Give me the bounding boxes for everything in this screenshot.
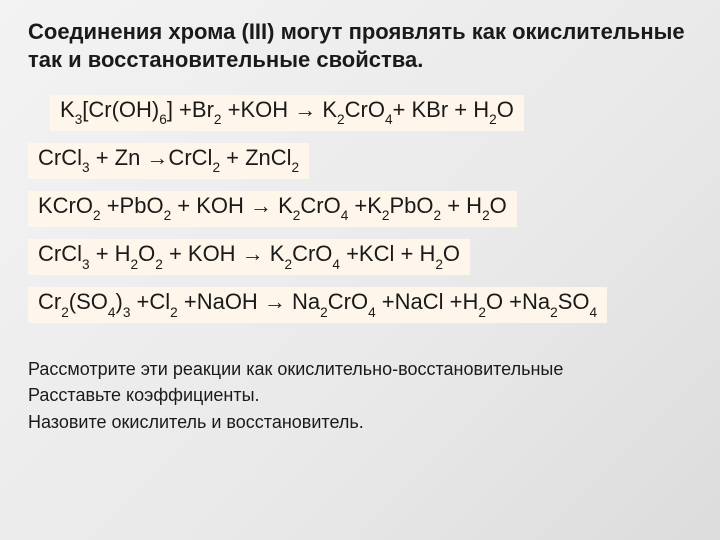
slide-title: Соединения хрома (III) могут проявлять к…: [28, 18, 692, 73]
subscript: 2: [489, 112, 497, 127]
subscript: 3: [82, 257, 90, 272]
equations-block: K3[Cr(OH)6] +Br2 +KOH → K2CrO4+ KBr + H2…: [28, 89, 692, 329]
equation-row: K3[Cr(OH)6] +Br2 +KOH → K2CrO4+ KBr + H2…: [50, 95, 524, 131]
subscript: 3: [82, 160, 90, 175]
subscript: 2: [320, 305, 328, 320]
subscript: 2: [382, 208, 390, 223]
subscript: 2: [482, 208, 490, 223]
task-line: Назовите окислитель и восстановитель.: [28, 410, 692, 434]
subscript: 4: [590, 305, 598, 320]
subscript: 6: [159, 112, 167, 127]
subscript: 2: [131, 257, 139, 272]
subscript: 2: [212, 160, 220, 175]
subscript: 2: [214, 112, 222, 127]
subscript: 4: [108, 305, 116, 320]
equation-row: Cr2(SO4)3 +Cl2 +NaOH → Na2CrO4 +NaCl +H2…: [28, 287, 607, 323]
subscript: 4: [332, 257, 340, 272]
subscript: 3: [75, 112, 83, 127]
subscript: 2: [435, 257, 443, 272]
subscript: 3: [123, 305, 131, 320]
subscript: 2: [434, 208, 442, 223]
equation-row: CrCl3 + Zn →CrCl2 + ZnCl2: [28, 143, 309, 179]
subscript: 2: [478, 305, 486, 320]
tasks-block: Рассмотрите эти реакции как окислительно…: [28, 357, 692, 434]
subscript: 2: [170, 305, 178, 320]
task-line: Расставьте коэффициенты.: [28, 383, 692, 407]
slide: Соединения хрома (III) могут проявлять к…: [0, 0, 720, 540]
subscript: 4: [385, 112, 393, 127]
subscript: 2: [293, 208, 301, 223]
subscript: 2: [155, 257, 163, 272]
equation-row: CrCl3 + H2O2 + KOH → K2CrO4 +KCl + H2O: [28, 239, 470, 275]
subscript: 2: [61, 305, 69, 320]
subscript: 2: [292, 160, 300, 175]
equation-row: KCrO2 +PbO2 + KOH → K2CrO4 +K2PbO2 + H2O: [28, 191, 517, 227]
subscript: 2: [164, 208, 172, 223]
task-line: Рассмотрите эти реакции как окислительно…: [28, 357, 692, 381]
subscript: 4: [368, 305, 376, 320]
subscript: 2: [284, 257, 292, 272]
subscript: 2: [93, 208, 101, 223]
subscript: 4: [341, 208, 349, 223]
subscript: 2: [337, 112, 345, 127]
subscript: 2: [550, 305, 558, 320]
